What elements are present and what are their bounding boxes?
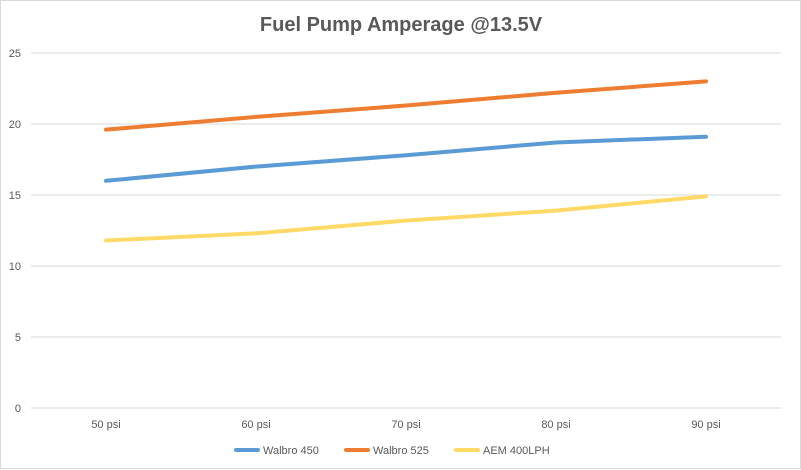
x-axis-ticks: 50 psi 60 psi 70 psi 80 psi 90 psi [91,419,720,431]
series-line-1 [104,79,708,132]
series-line-0 [104,134,708,183]
legend-label: Walbro 525 [373,445,429,457]
x-tick-label: 70 psi [391,419,420,431]
y-tick-label: 20 [9,119,21,131]
series-lines [104,79,708,243]
y-tick-label: 10 [9,261,21,273]
legend-label: Walbro 450 [263,445,319,457]
x-tick-label: 50 psi [91,419,120,431]
y-tick-label: 5 [15,332,21,344]
y-tick-label: 15 [9,190,21,202]
legend-label: AEM 400LPH [483,445,550,457]
x-tick-label: 80 psi [541,419,570,431]
x-tick-label: 60 psi [241,419,270,431]
y-tick-label: 0 [15,403,21,415]
legend: Walbro 450 Walbro 525 AEM 400LPH [234,445,550,457]
y-axis-ticks: 0 5 10 15 20 25 [9,48,21,415]
chart-title: Fuel Pump Amperage @13.5V [260,14,543,36]
series-line-2 [104,194,708,243]
y-tick-label: 25 [9,48,21,60]
x-tick-label: 90 psi [691,419,720,431]
